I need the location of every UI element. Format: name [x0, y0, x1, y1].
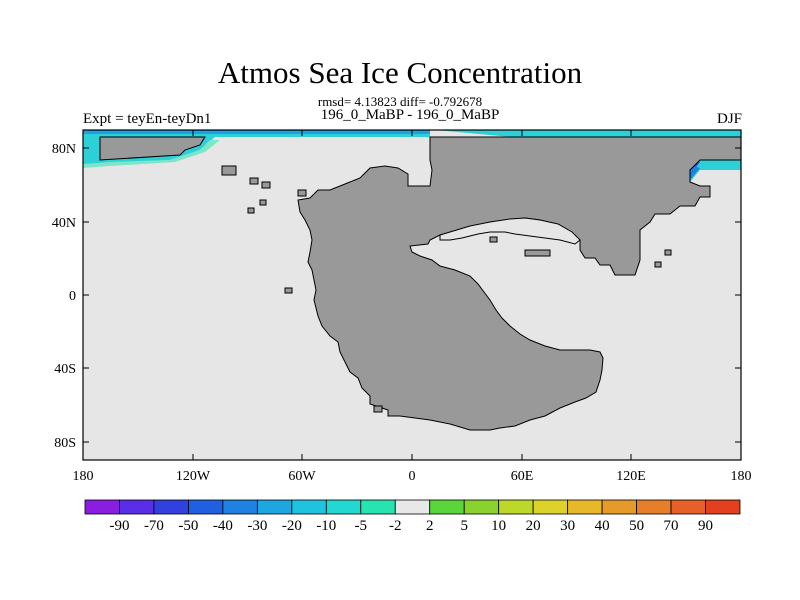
colorbar-label: 5	[460, 518, 468, 534]
x-axis	[82, 130, 742, 460]
colorbar-swatch	[325, 499, 362, 515]
y-axis	[83, 147, 741, 443]
colorbar-label: 30	[560, 518, 576, 534]
colorbar-label: 40	[594, 518, 610, 534]
colorbar-label: 10	[491, 518, 507, 534]
colorbar-label: 90	[698, 518, 714, 534]
colorbar-swatch	[705, 499, 741, 515]
colorbar	[84, 499, 741, 515]
colorbar-swatch	[84, 499, 120, 515]
colorbar-label: 20	[525, 518, 541, 534]
y-tick-label: 0	[69, 289, 76, 304]
colorbar-swatch	[256, 499, 293, 515]
x-tick-label: 60E	[511, 469, 534, 484]
colorbar-label: -5	[354, 518, 368, 534]
colorbar-swatch	[153, 499, 189, 515]
colorbar-swatch	[601, 499, 637, 515]
colorbar-label: 70	[663, 518, 679, 534]
colorbar-swatch	[222, 499, 258, 515]
y-tick-label: 40S	[54, 362, 76, 377]
experiment-label: Expt = teyEn-teyDn1	[83, 111, 212, 127]
land-masses	[99, 136, 742, 431]
colorbar-label: -50	[178, 518, 199, 534]
colorbar-swatch	[567, 499, 603, 515]
colorbar-label: -10	[316, 518, 337, 534]
colorbar-label: 2	[425, 518, 434, 534]
colorbar-label: -70	[143, 518, 164, 534]
period-label: 196_0_MaBP - 196_0_MaBP	[320, 107, 500, 123]
colorbar-swatch	[360, 499, 396, 515]
season-label: DJF	[716, 111, 742, 127]
colorbar-label: -30	[247, 518, 268, 534]
y-tick-label: 80N	[52, 142, 76, 157]
x-tick-label: 120E	[616, 469, 646, 484]
map-title: Atmos Sea Ice Concentration	[217, 55, 583, 90]
colorbar-swatch	[429, 499, 465, 515]
colorbar-label: -20	[281, 518, 302, 534]
y-tick-label: 80S	[54, 436, 76, 451]
colorbar-label: 50	[629, 518, 645, 534]
colorbar-swatch	[670, 499, 706, 515]
colorbar-label: -90	[109, 518, 130, 534]
x-tick-label: 180	[73, 469, 94, 484]
x-tick-label: 120W	[176, 469, 211, 484]
colorbar-label: -2	[389, 518, 402, 534]
colorbar-swatch	[188, 499, 224, 515]
x-tick-label: 180	[731, 469, 752, 484]
colorbar-swatch	[532, 499, 569, 515]
colorbar-swatch	[291, 499, 327, 515]
colorbar-label: -40	[212, 518, 233, 534]
colorbar-swatch	[498, 499, 534, 515]
map-subtitle: rmsd= 4.13823 diff= -0.792678	[317, 94, 483, 109]
colorbar-swatch	[463, 499, 500, 515]
x-tick-label: 60W	[288, 469, 316, 484]
colorbar-swatch	[636, 499, 672, 515]
y-tick-label: 40N	[52, 216, 76, 231]
x-tick-label: 0	[409, 469, 416, 484]
colorbar-swatch	[119, 499, 155, 515]
colorbar-swatch	[394, 499, 431, 515]
